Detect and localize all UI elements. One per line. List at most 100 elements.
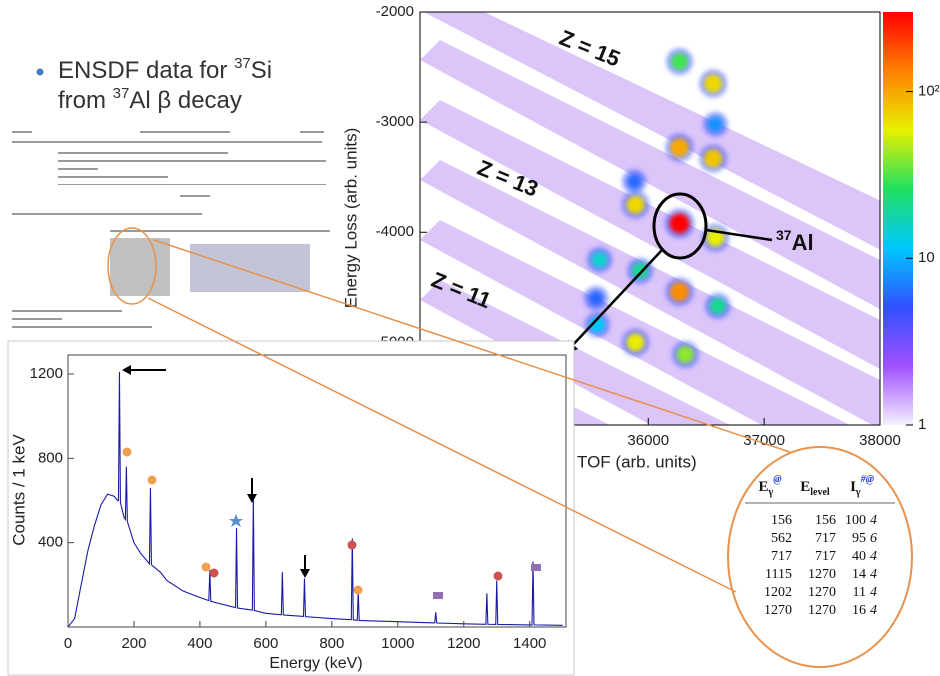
doc-line — [140, 131, 230, 133]
text: Al β decay — [129, 87, 242, 114]
colorbar-tick-label: 10 — [918, 249, 935, 266]
table-cell: 1270 — [764, 603, 792, 618]
y-tick-label: -3000 — [376, 113, 414, 130]
table-cell: 100 — [845, 513, 866, 528]
connector — [147, 297, 737, 593]
table-cell: 717 — [771, 549, 792, 564]
connector — [153, 239, 791, 453]
blob — [709, 297, 726, 315]
arrow-head — [300, 569, 310, 578]
text: I — [850, 479, 856, 495]
y-axis-label: Energy Loss (arb. units) — [341, 128, 360, 308]
doc-line — [12, 213, 202, 215]
levels-table: Eγ @ Elevel Iγ #@ 156 156 100 4 562 717 95 6 717 717 40… — [745, 474, 895, 618]
text: Al — [792, 230, 814, 255]
peak-markers — [122, 365, 541, 599]
band — [420, 100, 880, 370]
text: E — [758, 479, 768, 495]
x-tick-label: 38000 — [859, 432, 901, 449]
table-cell: 1202 — [764, 585, 792, 600]
text: from — [58, 87, 113, 114]
doc-line — [110, 230, 330, 232]
table-cell: 717 — [815, 549, 836, 564]
band — [420, 40, 880, 310]
blob — [626, 195, 645, 214]
doc-line — [58, 184, 326, 185]
x-tick-label: 1400 — [513, 635, 546, 652]
marker — [433, 592, 443, 599]
marker — [122, 447, 132, 457]
x-tick-label: 600 — [253, 635, 278, 652]
table-cell: 562 — [771, 531, 792, 546]
marker — [147, 475, 157, 485]
x-tick-label: 400 — [187, 635, 212, 652]
document-thumbnail — [12, 131, 330, 328]
y-axis-label: Counts / 1 keV — [9, 434, 28, 546]
text: E — [800, 479, 810, 495]
blob — [591, 251, 608, 268]
band — [420, 160, 880, 425]
x-tick-label: 800 — [319, 635, 344, 652]
marker — [347, 540, 357, 550]
plot-frame — [419, 11, 881, 426]
table-cell: 16 — [852, 603, 866, 618]
spectrum-plot: 0 200 400 600 800 1000 1200 1400 400 800 1200 — [30, 365, 563, 652]
table-ellipse — [727, 446, 913, 668]
marker — [493, 571, 503, 581]
table-header: Elevel — [800, 479, 830, 498]
doc-line — [58, 176, 168, 178]
table-cell: 1270 — [808, 567, 836, 582]
annotation: 37Al — [776, 227, 814, 255]
bullet-text: ENSDF data for 37Si — [58, 55, 272, 84]
blob — [704, 149, 723, 168]
table-cell: 156 — [771, 513, 792, 528]
text: Si — [251, 57, 272, 84]
marker — [531, 564, 541, 571]
y-tick-label: -4000 — [376, 223, 414, 240]
y-tick-label: 1200 — [30, 365, 63, 382]
superscript: 37 — [113, 85, 130, 102]
plot-area — [68, 371, 563, 627]
y-tick-label: 800 — [38, 449, 63, 466]
colorbar-tick-label: 10² — [918, 83, 940, 100]
doc-line — [12, 318, 62, 320]
highlight-ellipse — [652, 192, 708, 260]
doc-line — [12, 131, 32, 133]
blob — [708, 116, 723, 132]
blob — [589, 317, 606, 333]
doc-line — [300, 131, 324, 133]
colorbar-tick-label: 1 — [918, 416, 926, 433]
table-cell: 11 — [853, 585, 866, 600]
table-cell-uncertainty: 4 — [870, 567, 877, 582]
blob — [626, 333, 645, 352]
marker — [229, 514, 243, 527]
doc-line — [58, 152, 228, 154]
table-cell-uncertainty: 4 — [870, 549, 877, 564]
marker — [209, 568, 219, 578]
table-cell: 14 — [852, 567, 866, 582]
blobs — [583, 48, 731, 369]
blob — [627, 174, 642, 189]
doc-table — [190, 244, 310, 292]
doc-line — [58, 168, 98, 170]
y-tick-label: -2000 — [376, 3, 414, 20]
table-cell: 95 — [852, 531, 866, 546]
table-cell: 717 — [815, 531, 836, 546]
table-cell: 40 — [852, 549, 866, 564]
doc-line — [58, 160, 326, 162]
x-axis-label: TOF (arb. units) — [577, 452, 697, 471]
text: ENSDF data for — [58, 57, 234, 84]
table-header: Iγ #@ — [850, 474, 875, 498]
plot-frame — [67, 354, 567, 628]
arrow-head — [247, 494, 257, 503]
table-cell-uncertainty: 4 — [870, 585, 877, 600]
blob — [670, 282, 689, 302]
table-cell: 1270 — [808, 603, 836, 618]
subscript: γ — [855, 487, 861, 498]
blob — [676, 345, 694, 364]
x-tick-label: 200 — [121, 635, 146, 652]
doc-line — [12, 326, 152, 328]
doc-line — [12, 141, 322, 143]
blob — [669, 213, 690, 234]
